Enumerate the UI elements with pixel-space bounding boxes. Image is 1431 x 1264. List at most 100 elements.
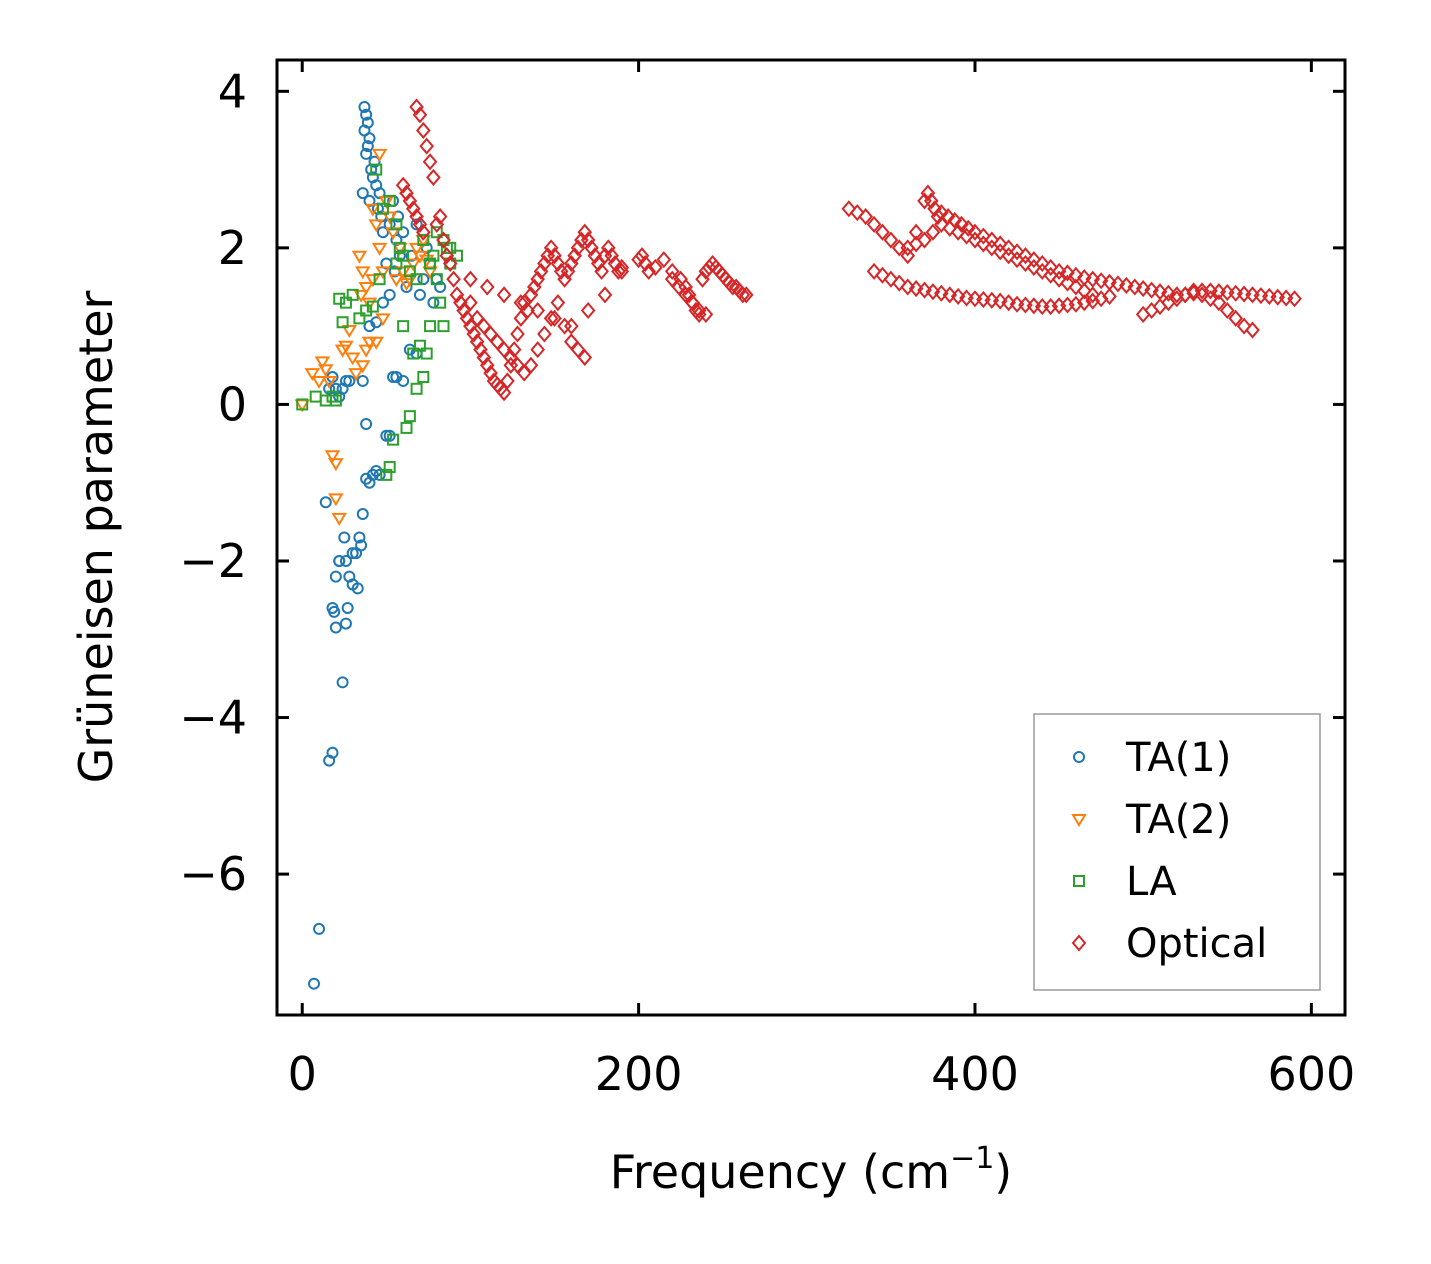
- x-axis-title-close: ): [994, 1145, 1012, 1199]
- data-point: [397, 226, 410, 239]
- data-point: [967, 231, 983, 249]
- data-point: [691, 301, 707, 320]
- y-axis-title: Grüneisen parameter: [69, 290, 123, 783]
- data-point: [547, 247, 562, 265]
- data-points: [294, 98, 1302, 990]
- data-point: [950, 287, 966, 305]
- data-point: [355, 266, 371, 280]
- data-point: [383, 218, 396, 231]
- data-point: [459, 309, 475, 327]
- legend-marker: [1071, 934, 1087, 952]
- data-point: [483, 325, 498, 343]
- data-point: [641, 262, 657, 280]
- series-optical: [395, 98, 1302, 402]
- data-point: [920, 184, 936, 202]
- data-point: [950, 223, 966, 241]
- data-point: [360, 147, 373, 160]
- data-point: [469, 333, 485, 351]
- data-point: [1076, 282, 1092, 300]
- data-point: [678, 286, 694, 304]
- data-point: [358, 344, 374, 358]
- data-point: [954, 215, 969, 233]
- data-point: [698, 262, 714, 280]
- data-point: [339, 296, 352, 309]
- data-point: [473, 341, 488, 359]
- data-point: [333, 554, 346, 567]
- data-point: [341, 325, 358, 339]
- data-point: [336, 676, 349, 689]
- data-point: [476, 348, 492, 366]
- data-point: [959, 227, 974, 245]
- data-point: [537, 325, 552, 343]
- data-point: [437, 320, 450, 333]
- data-point: [402, 274, 418, 288]
- data-point: [417, 273, 430, 286]
- data-point: [925, 223, 941, 241]
- data-point: [412, 106, 428, 124]
- data-point: [456, 301, 472, 320]
- data-point: [976, 227, 991, 245]
- data-point: [383, 288, 396, 301]
- data-point: [436, 231, 451, 249]
- data-point: [490, 333, 505, 351]
- data-point: [698, 305, 714, 323]
- data-point: [410, 273, 423, 286]
- data-point: [326, 390, 339, 403]
- data-point: [934, 204, 949, 222]
- data-point: [927, 200, 942, 218]
- data-point: [375, 313, 391, 327]
- data-point: [1119, 276, 1134, 294]
- data-point: [328, 493, 344, 507]
- data-point: [318, 364, 334, 378]
- data-point: [1068, 266, 1084, 284]
- data-point: [500, 372, 515, 390]
- data-point: [516, 294, 532, 312]
- data-point: [908, 280, 924, 298]
- data-point: [1093, 272, 1109, 290]
- data-point: [387, 433, 400, 446]
- data-point: [338, 340, 354, 354]
- data-point: [1026, 251, 1042, 269]
- data-point: [530, 301, 546, 320]
- data-point: [390, 218, 403, 231]
- data-point: [351, 582, 364, 595]
- data-point: [685, 294, 700, 312]
- data-point: [930, 208, 946, 226]
- data-point: [1034, 254, 1050, 273]
- x-tick-label: 200: [595, 1047, 683, 1101]
- legend-label: LA: [1126, 859, 1177, 905]
- x-tick-label: 400: [931, 1047, 1019, 1101]
- data-point: [520, 301, 535, 320]
- data-point: [321, 375, 337, 389]
- data-point: [348, 368, 364, 382]
- data-point: [875, 223, 890, 241]
- data-point: [638, 254, 653, 273]
- data-point: [841, 200, 857, 218]
- data-point: [360, 417, 373, 430]
- data-point: [587, 247, 603, 265]
- data-point: [967, 223, 983, 241]
- data-point: [634, 247, 650, 265]
- data-point: [1018, 247, 1033, 265]
- data-point: [416, 223, 431, 241]
- data-point: [341, 601, 354, 614]
- data-point: [358, 100, 371, 113]
- data-point: [397, 249, 410, 262]
- data-point: [1110, 275, 1126, 293]
- legend-item: TA(2): [1071, 797, 1231, 843]
- data-point: [432, 208, 448, 226]
- data-point: [381, 211, 398, 225]
- legend-marker: [1073, 875, 1085, 887]
- data-point: [413, 339, 426, 352]
- data-point: [631, 251, 646, 269]
- data-point: [426, 168, 441, 186]
- data-point: [434, 281, 447, 294]
- data-point: [942, 219, 958, 237]
- data-point: [356, 374, 369, 387]
- data-point: [1018, 254, 1033, 273]
- data-point: [664, 262, 680, 280]
- data-point: [308, 977, 321, 990]
- data-point: [413, 288, 426, 301]
- data-point: [339, 554, 352, 567]
